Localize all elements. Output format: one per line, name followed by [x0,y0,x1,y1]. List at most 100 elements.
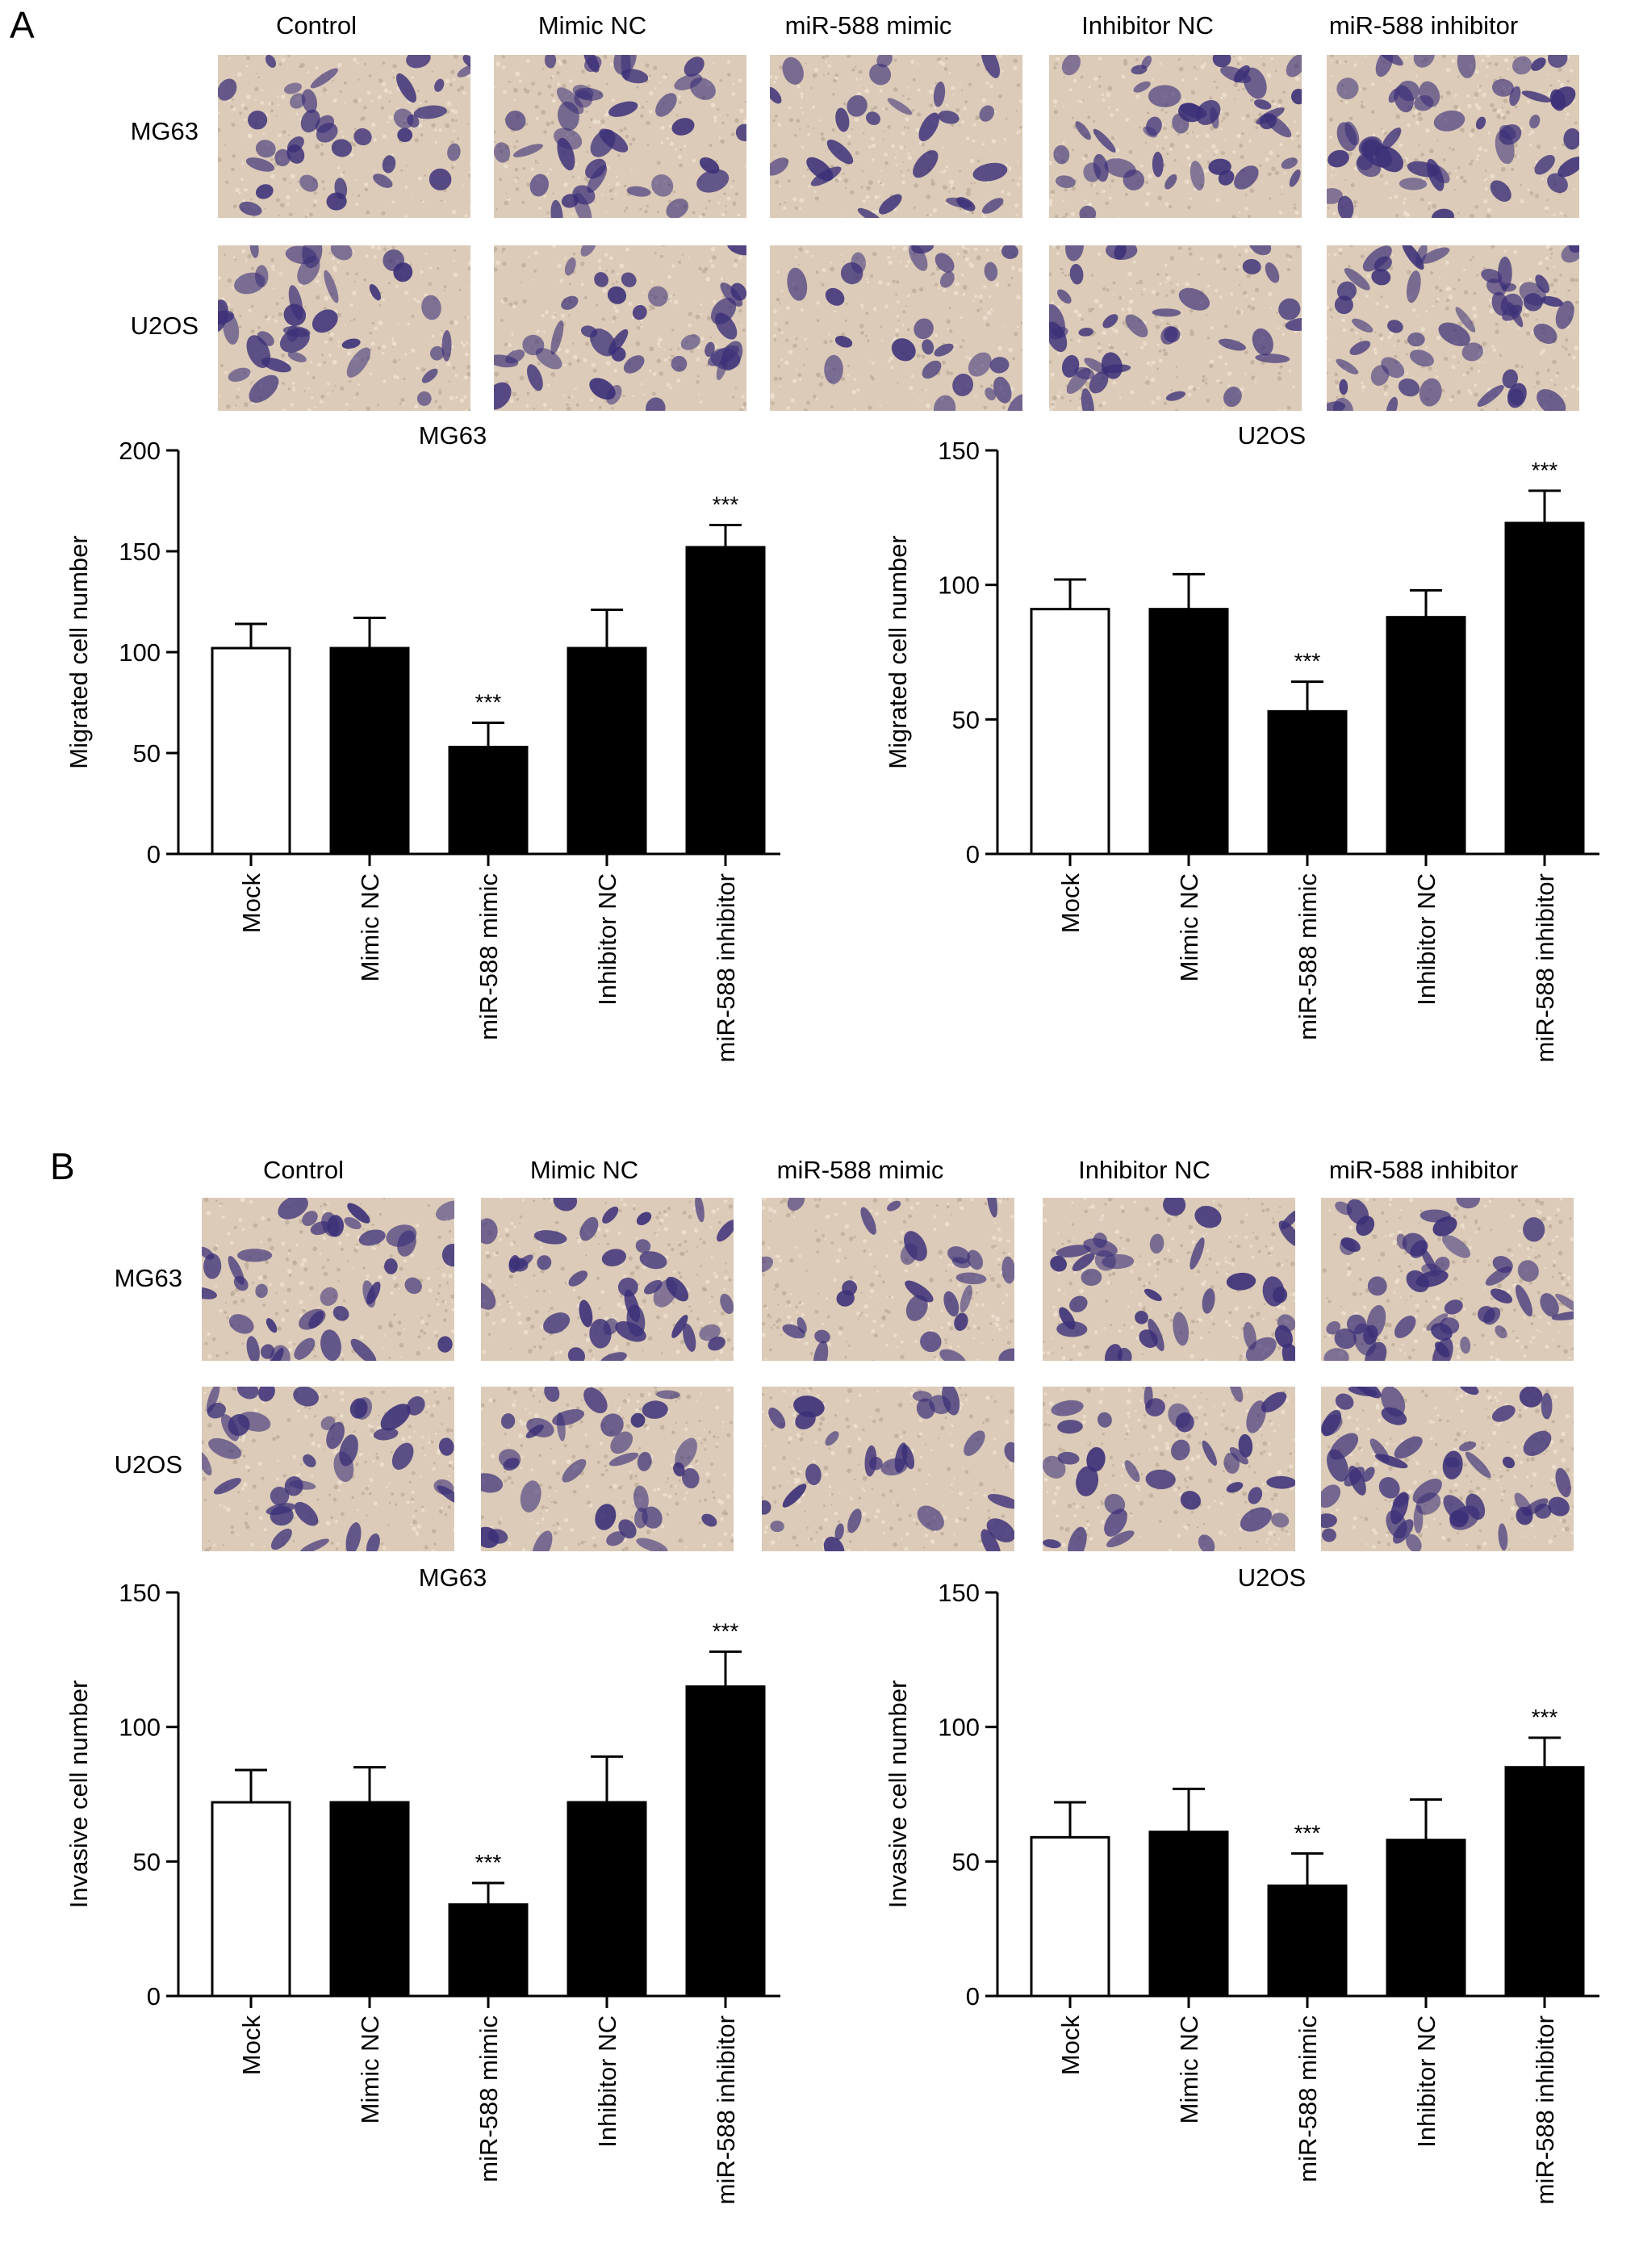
micrograph-pore [577,1316,580,1320]
micrograph-pore [888,1198,893,1202]
micrograph-pore [1190,308,1194,313]
micrograph-pore [506,1387,511,1391]
micrograph-pore [1570,277,1574,282]
micrograph-pore [826,73,830,76]
row-label-mg63: MG63 [114,1264,182,1292]
stained-cell [320,1287,338,1306]
micrograph-pore [498,178,503,182]
stained-cell [580,325,598,338]
x-tick-label: Mock [237,873,266,934]
micrograph-pore [513,145,516,149]
micrograph-pore [798,247,803,252]
micrograph-pore [1162,123,1165,126]
micrograph-pore [970,182,973,185]
micrograph-pore [734,192,739,196]
stained-cell [1336,122,1357,152]
micrograph-pore [945,1341,947,1345]
micrograph-pore [591,362,596,367]
micrograph-pore [341,131,343,133]
micrograph [1321,1198,1574,1361]
micrograph-pore [1463,290,1469,295]
micrograph-pore [336,1547,339,1550]
micrograph-pore [612,1313,614,1316]
micrograph-pore [1409,1263,1411,1266]
stained-cell [568,1270,588,1287]
micrograph-pore [1283,171,1286,174]
micrograph-pore [1209,359,1215,364]
micrograph-pore [785,338,788,342]
micrograph-pore [972,1314,974,1316]
micrograph-pore [605,269,608,272]
stained-cell [1557,157,1579,178]
stained-cell [1066,367,1091,395]
micrograph-pore [907,97,910,101]
micrograph-pore [554,1221,558,1224]
micrograph-pore [346,350,352,356]
micrograph-pore [263,1528,267,1532]
micrograph-pore [460,86,465,90]
micrograph-pore [865,1313,868,1317]
stained-cell [1551,1311,1574,1320]
micrograph-pore [899,1241,903,1245]
stained-cell [310,68,339,89]
micrograph-pore [1553,383,1557,387]
micrograph-pore [370,1433,374,1437]
micrograph-pore [1119,1236,1123,1240]
micrograph-pore [1258,112,1263,117]
micrograph-pore [534,161,537,164]
micrograph-pore [1359,1292,1362,1296]
micrograph-pore [1128,149,1133,154]
micrograph-pore [500,1517,503,1520]
micrograph-pore [249,1499,251,1502]
micrograph-pore [383,1334,386,1337]
micrograph-pore [1476,153,1480,158]
stained-cell [1502,369,1518,389]
micrograph-pore [673,299,679,304]
micrograph-pore [1571,355,1577,360]
stained-cell [1523,293,1543,312]
micrograph-pore [730,186,734,189]
micrograph-pore [980,1291,983,1294]
micrograph-pore [948,1278,953,1283]
y-tick-label: 150 [119,538,161,566]
micrograph-pore [351,194,353,196]
micrograph-pore [704,1498,708,1502]
micrograph-pore [1001,405,1006,410]
micrograph-pore [1536,144,1541,149]
micrograph-pore [774,76,779,80]
micrograph-pore [968,82,972,86]
micrograph-pore [723,1275,729,1281]
micrograph-pore [369,372,372,375]
micrograph-pore [1557,1345,1561,1349]
micrograph-pore [1163,1257,1167,1262]
micrograph-pore [1562,1282,1566,1286]
micrograph-pore [1269,150,1273,155]
stained-cell [1537,389,1566,411]
micrograph-pore [788,118,793,123]
micrograph-pore [815,1203,820,1208]
micrograph-pore [990,308,993,312]
micrograph-pore [232,1299,238,1305]
micrograph-pore [871,136,875,141]
micrograph-pore [1108,1273,1112,1277]
stained-cell [653,1278,678,1308]
micrograph-pore [212,1337,216,1341]
micrograph-pore [422,1447,424,1450]
stained-cell [1160,326,1178,345]
micrograph-pore [238,191,241,195]
micrograph-pore [373,1500,378,1506]
micrograph-pore [1485,65,1489,69]
micrograph-pore [1102,98,1106,102]
micrograph-pore [1058,1315,1060,1317]
micrograph-pore [803,408,808,411]
micrograph-pore [1054,105,1056,108]
micrograph-pore [332,79,335,82]
micrograph-pore [498,1303,501,1306]
micrograph-pore [798,1301,802,1304]
micrograph-pore [1460,128,1465,132]
micrograph-pore [1207,162,1210,165]
micrograph-pore [863,1239,868,1244]
micrograph-pore [513,301,518,305]
micrograph-pore [1562,143,1566,147]
